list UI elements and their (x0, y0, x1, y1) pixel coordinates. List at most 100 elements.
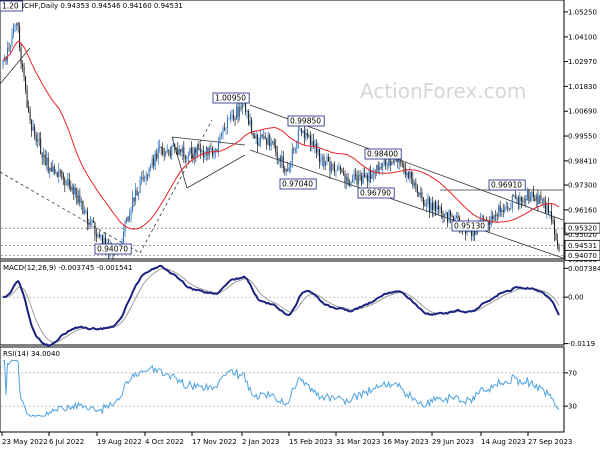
candle (406, 169, 408, 183)
candle (293, 146, 295, 154)
candle (8, 42, 10, 52)
candle (71, 183, 73, 195)
pivot-label: 0.96910 (488, 179, 526, 191)
candle (163, 147, 165, 161)
candle (168, 149, 170, 157)
candle (321, 154, 323, 167)
candle (151, 154, 153, 169)
candle (499, 200, 501, 217)
trend-line (0, 171, 141, 254)
candle (129, 208, 131, 222)
candle (98, 230, 100, 239)
candle (344, 170, 346, 189)
candle (227, 114, 229, 134)
candle (123, 224, 125, 245)
candle (341, 168, 343, 173)
rsi-y-tick-label: 70 (568, 369, 577, 377)
candle (264, 132, 266, 140)
candle (279, 154, 281, 168)
candle (172, 138, 174, 148)
candle (52, 159, 54, 173)
candle (55, 168, 57, 174)
candle (327, 153, 329, 162)
candle (248, 109, 250, 126)
svg-text:0.99850: 0.99850 (290, 117, 321, 126)
pivot-labels: 1.20 1.00950 0.99850 0.97040 0.98400 0.96790 0… (0, 0, 526, 255)
candle (410, 171, 412, 184)
candle (358, 170, 360, 189)
candle (355, 168, 357, 181)
price-panel: ActionForex.com EURCHF,Daily 0.94353 0.9… (0, 0, 600, 264)
candle (385, 159, 387, 170)
candle (330, 161, 332, 174)
candle (416, 184, 418, 197)
candle (31, 118, 33, 137)
candle (443, 213, 445, 223)
candle (222, 125, 224, 140)
candle (228, 117, 230, 120)
candle (490, 209, 492, 228)
candle (511, 193, 513, 213)
candle (193, 146, 195, 165)
pivot-label: 0.98400 (364, 148, 402, 160)
candle (317, 142, 319, 156)
candle (315, 139, 317, 159)
candle (258, 137, 260, 147)
candle (516, 194, 518, 204)
candle (323, 153, 325, 170)
candle (285, 168, 287, 176)
candle (192, 147, 194, 164)
candle (175, 147, 177, 155)
candle (141, 171, 143, 185)
candle (329, 156, 331, 180)
candle (401, 160, 403, 168)
candle (97, 232, 99, 239)
candle (353, 168, 355, 185)
candle (183, 140, 185, 163)
candle (522, 197, 524, 205)
candle (95, 227, 97, 243)
svg-text:0.97040: 0.97040 (282, 180, 313, 189)
symbol-title: EURCHF,Daily 0.94353 0.94546 0.94160 0.9… (10, 2, 183, 10)
candle (489, 216, 491, 233)
candle (450, 210, 452, 224)
candle (303, 124, 305, 145)
price-y-tick-label: 0.98410 (568, 157, 597, 165)
candle (547, 196, 549, 215)
candle (302, 130, 304, 134)
watermark: ActionForex.com (360, 79, 526, 103)
candle (269, 133, 271, 151)
date-x-axis: 23 May 2022 6 Jul 2022 19 Aug 2022 4 Oct 20… (1, 432, 572, 446)
x-tick-label: 17 Nov 2022 (192, 438, 237, 446)
candle (73, 183, 75, 201)
candle (555, 228, 557, 241)
candle (22, 60, 24, 73)
candle (275, 139, 277, 157)
pivot-label: 1.20 (0, 0, 23, 12)
candle (43, 147, 45, 165)
candle (324, 160, 326, 171)
candle (255, 131, 257, 144)
candle (136, 186, 138, 196)
candle (386, 162, 388, 171)
candle (130, 206, 132, 223)
trend-line (249, 149, 564, 259)
candle (236, 103, 238, 120)
candle (502, 203, 504, 218)
candle (421, 187, 423, 202)
price-y-tick-label: 1.02970 (568, 58, 597, 66)
candle (412, 171, 414, 189)
candle (526, 187, 528, 201)
candle (446, 212, 448, 228)
candle (150, 163, 152, 172)
candle (59, 168, 61, 177)
candle (160, 146, 162, 156)
candle (541, 198, 543, 206)
candle (204, 151, 206, 160)
price-level-box (564, 249, 600, 261)
candle (326, 153, 328, 166)
rsi-panel: RSI(14) 34.0040 70 30 (0, 346, 577, 433)
candle (79, 188, 81, 207)
candle (273, 137, 275, 149)
